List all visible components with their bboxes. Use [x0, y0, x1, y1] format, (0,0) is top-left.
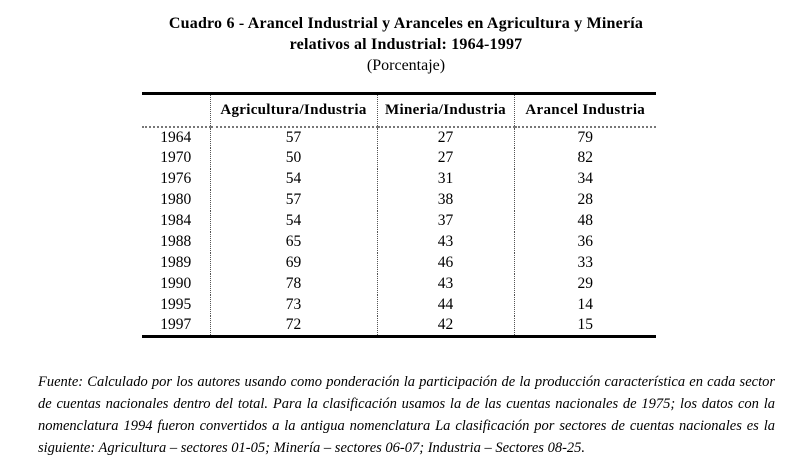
- table-row: 1980 57 38 28: [142, 189, 656, 211]
- page-title-line1: Cuadro 6 - Arancel Industrial y Arancele…: [168, 15, 644, 32]
- value-cell: 44: [376, 294, 514, 316]
- value-cell: 38: [376, 189, 514, 211]
- value-cell: 82: [513, 147, 656, 169]
- value-cell: 46: [376, 252, 514, 274]
- value-cell: 15: [513, 315, 656, 337]
- table-row: 1990 78 43 29: [142, 273, 656, 295]
- year-cell: 1989: [160, 254, 192, 271]
- header-row: Agricultura/Industria Mineria/Industria …: [142, 93, 656, 128]
- table-row: 1964 57 27 79: [142, 126, 656, 148]
- value-cell: 54: [209, 168, 377, 190]
- value-cell: 54: [209, 210, 377, 232]
- year-cell: 1995: [160, 296, 192, 313]
- column-header-mineria-industria: Mineria/Industria: [376, 93, 514, 128]
- value-cell: 31: [376, 168, 514, 190]
- value-cell: 79: [513, 126, 656, 148]
- year-cell: 1997: [160, 316, 192, 334]
- page-title-line2: relativos al Industrial: 1964-1997: [289, 36, 523, 53]
- value-cell: 27: [376, 126, 514, 148]
- year-cell: 1990: [160, 275, 192, 292]
- column-header-arancel-industria: Arancel Industria: [513, 93, 656, 128]
- table-row: 1988 65 43 36: [142, 231, 656, 253]
- year-cell: 1970: [160, 149, 192, 166]
- table-row: 1970 50 27 82: [142, 147, 656, 169]
- value-cell: 43: [376, 273, 514, 295]
- value-cell: 36: [513, 231, 656, 253]
- value-cell: 29: [513, 273, 656, 295]
- value-cell: 14: [513, 294, 656, 316]
- value-cell: 43: [376, 231, 514, 253]
- year-cell: 1988: [160, 233, 192, 250]
- column-header-year: [142, 93, 210, 128]
- value-cell: 37: [376, 210, 514, 232]
- table-row: 1989 69 46 33: [142, 252, 656, 274]
- table-row: 1976 54 31 34: [142, 168, 656, 190]
- year-cell: 1976: [160, 170, 192, 187]
- value-cell: 57: [209, 189, 377, 211]
- year-cell: 1980: [160, 191, 192, 208]
- year-cell: 1964: [160, 128, 192, 146]
- table-row: 1997 72 42 15: [142, 315, 656, 337]
- value-cell: 57: [209, 126, 377, 148]
- value-cell: 72: [209, 315, 377, 337]
- value-cell: 28: [513, 189, 656, 211]
- table-row: 1984 54 37 48: [142, 210, 656, 232]
- value-cell: 34: [513, 168, 656, 190]
- source-note: Fuente: Calculado por los autores usando…: [38, 374, 775, 456]
- value-cell: 42: [376, 315, 514, 337]
- value-cell: 73: [209, 294, 377, 316]
- year-cell: 1984: [160, 212, 192, 229]
- value-cell: 65: [209, 231, 377, 253]
- value-cell: 48: [513, 210, 656, 232]
- value-cell: 33: [513, 252, 656, 274]
- page-subtitle: (Porcentaje): [366, 57, 446, 74]
- table-title-block: Cuadro 6 - Arancel Industrial y Arancele…: [0, 13, 812, 76]
- column-header-agricultura-industria: Agricultura/Industria: [209, 93, 377, 128]
- tariff-table: Agricultura/Industria Mineria/Industria …: [142, 92, 656, 338]
- value-cell: 69: [209, 252, 377, 274]
- table-row: 1995 73 44 14: [142, 294, 656, 316]
- value-cell: 78: [209, 273, 377, 295]
- value-cell: 50: [209, 147, 377, 169]
- value-cell: 27: [376, 147, 514, 169]
